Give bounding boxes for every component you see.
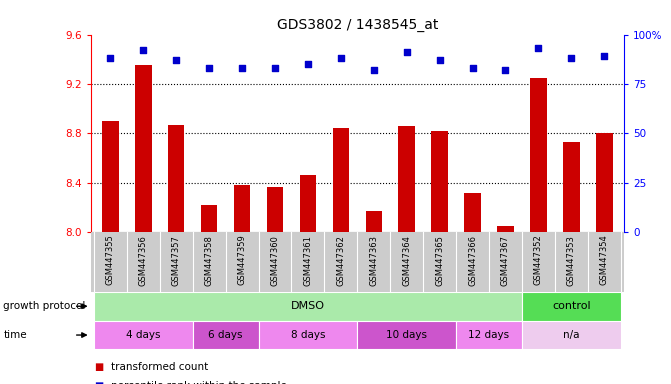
- Text: ■: ■: [94, 362, 103, 372]
- Text: growth protocol: growth protocol: [3, 301, 86, 311]
- Point: [204, 65, 215, 71]
- Bar: [201, 205, 217, 232]
- Text: 6 days: 6 days: [208, 330, 243, 340]
- Bar: [234, 185, 250, 232]
- Text: 10 days: 10 days: [386, 330, 427, 340]
- Point: [105, 55, 115, 61]
- Point: [599, 53, 610, 60]
- Bar: [94, 321, 193, 349]
- Bar: [358, 321, 456, 349]
- Text: time: time: [3, 330, 27, 340]
- Text: GSM447365: GSM447365: [435, 235, 444, 286]
- Text: GSM447358: GSM447358: [205, 235, 213, 286]
- Bar: [464, 193, 481, 232]
- Text: GSM447360: GSM447360: [270, 235, 280, 286]
- Bar: [258, 321, 358, 349]
- Bar: [193, 321, 258, 349]
- Text: GSM447354: GSM447354: [600, 235, 609, 285]
- Point: [500, 67, 511, 73]
- Text: 4 days: 4 days: [126, 330, 160, 340]
- Bar: [522, 321, 621, 349]
- Bar: [135, 65, 152, 232]
- Point: [336, 55, 346, 61]
- Text: GSM447352: GSM447352: [534, 235, 543, 285]
- Bar: [522, 292, 621, 321]
- Point: [303, 61, 313, 67]
- Text: control: control: [552, 301, 590, 311]
- Bar: [94, 292, 522, 321]
- Bar: [102, 121, 119, 232]
- Bar: [399, 126, 415, 232]
- Point: [434, 57, 445, 63]
- Text: ■: ■: [94, 381, 103, 384]
- Text: DMSO: DMSO: [291, 301, 325, 311]
- Text: GSM447364: GSM447364: [402, 235, 411, 286]
- Point: [237, 65, 248, 71]
- Text: GSM447357: GSM447357: [172, 235, 180, 286]
- Point: [138, 47, 149, 53]
- Bar: [530, 78, 547, 232]
- Point: [171, 57, 182, 63]
- Point: [566, 55, 576, 61]
- Text: GSM447367: GSM447367: [501, 235, 510, 286]
- Bar: [456, 321, 522, 349]
- Text: GSM447356: GSM447356: [139, 235, 148, 286]
- Bar: [168, 125, 185, 232]
- Text: 8 days: 8 days: [291, 330, 325, 340]
- Text: GSM447361: GSM447361: [303, 235, 313, 286]
- Title: GDS3802 / 1438545_at: GDS3802 / 1438545_at: [276, 18, 438, 32]
- Text: n/a: n/a: [563, 330, 580, 340]
- Bar: [300, 175, 316, 232]
- Point: [368, 67, 379, 73]
- Point: [467, 65, 478, 71]
- Text: GSM447355: GSM447355: [106, 235, 115, 285]
- Bar: [431, 131, 448, 232]
- Point: [533, 45, 544, 51]
- Text: transformed count: transformed count: [111, 362, 208, 372]
- Bar: [267, 187, 283, 232]
- Text: GSM447363: GSM447363: [369, 235, 378, 286]
- Text: percentile rank within the sample: percentile rank within the sample: [111, 381, 287, 384]
- Text: GSM447353: GSM447353: [567, 235, 576, 286]
- Text: GSM447366: GSM447366: [468, 235, 477, 286]
- Bar: [366, 211, 382, 232]
- Bar: [333, 129, 349, 232]
- Bar: [497, 226, 514, 232]
- Bar: [596, 134, 613, 232]
- Text: 12 days: 12 days: [468, 330, 509, 340]
- Point: [270, 65, 280, 71]
- Point: [401, 49, 412, 55]
- Text: GSM447359: GSM447359: [238, 235, 246, 285]
- Bar: [563, 142, 580, 232]
- Text: GSM447362: GSM447362: [336, 235, 346, 286]
